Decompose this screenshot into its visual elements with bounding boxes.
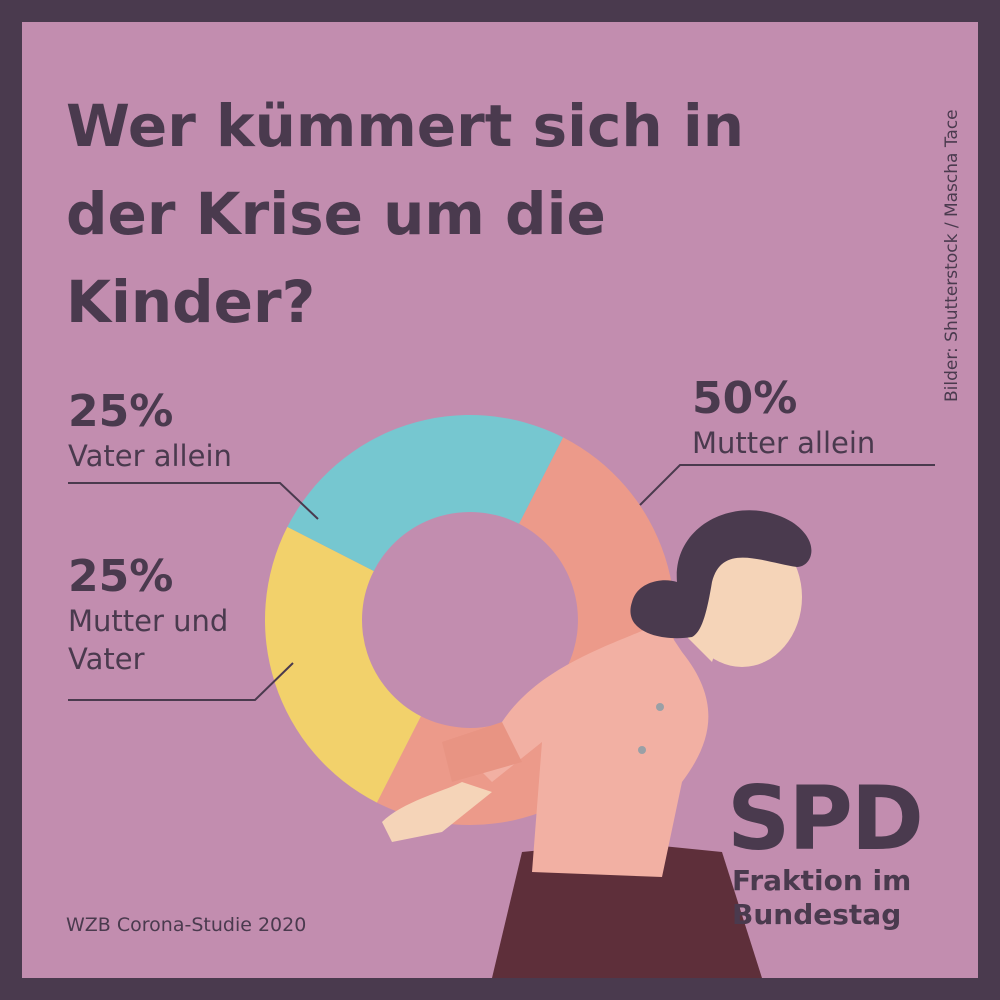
title: Wer kümmert sich in der Krise um die Kin… xyxy=(66,92,745,336)
category-label: Vater allein xyxy=(68,439,232,473)
illustration xyxy=(382,782,492,842)
illustration xyxy=(442,722,522,782)
logo-subtitle: Fraktion im Bundestag xyxy=(732,864,912,931)
background: Wer kümmert sich in der Krise um die Kin… xyxy=(22,22,978,978)
value-label: 50% xyxy=(692,373,798,424)
leader-line xyxy=(68,662,294,701)
category-label: Mutter und Vater xyxy=(68,604,229,676)
illustration xyxy=(630,510,812,639)
illustration xyxy=(638,746,646,754)
value-label: 25% xyxy=(68,551,174,602)
value-label: 25% xyxy=(68,386,174,437)
credit: Bilder: Shutterstock / Mascha Tace xyxy=(942,109,962,402)
illustration xyxy=(492,842,762,978)
logo-name: SPD xyxy=(727,767,924,870)
donut-segment xyxy=(287,415,564,571)
leader-line xyxy=(639,464,935,506)
source: WZB Corona-Studie 2020 xyxy=(66,914,307,936)
leader-line xyxy=(68,482,319,520)
illustration xyxy=(462,622,709,877)
chart xyxy=(68,415,935,978)
donut-segment xyxy=(265,526,421,803)
illustration xyxy=(656,703,664,711)
category-label: Mutter allein xyxy=(692,426,876,460)
